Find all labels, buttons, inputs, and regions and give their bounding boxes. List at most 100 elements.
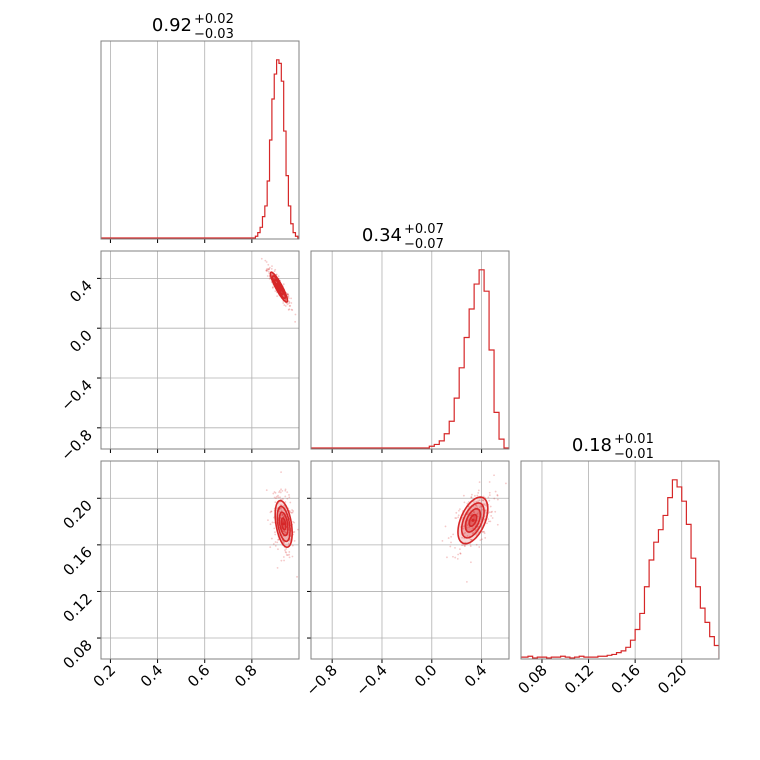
x-tick-label: −0.8 — [303, 661, 341, 699]
sample-point — [282, 283, 285, 286]
sample-point — [269, 523, 272, 526]
sample-point — [463, 545, 466, 547]
sample-point — [268, 268, 271, 270]
sample-point — [479, 505, 482, 507]
sample-point — [476, 506, 479, 509]
x-tick-label: 0.4 — [137, 661, 167, 691]
sample-point — [286, 497, 289, 500]
contour-center — [277, 285, 281, 289]
sample-point — [457, 516, 460, 519]
sample-point — [291, 309, 294, 311]
sample-point — [472, 531, 474, 534]
sample-point — [475, 523, 477, 526]
x-tick-label: 0.20 — [654, 661, 690, 697]
sample-point — [488, 499, 491, 502]
sample-point — [287, 295, 290, 297]
sample-point — [280, 509, 283, 512]
sample-point — [486, 522, 488, 525]
sample-point — [267, 268, 270, 271]
sample-point — [494, 510, 497, 513]
sample-point — [291, 511, 294, 514]
sample-point — [482, 531, 484, 533]
sample-point — [488, 520, 490, 523]
sample-point — [450, 535, 453, 538]
sample-point — [454, 546, 456, 549]
sample-point — [288, 301, 291, 304]
sample-point — [289, 501, 292, 504]
sample-point — [483, 530, 486, 533]
sample-point — [482, 499, 485, 502]
sample-point — [288, 302, 291, 305]
sample-point — [274, 491, 277, 494]
sample-point — [474, 529, 477, 532]
sample-point — [270, 510, 273, 513]
sample-point — [466, 524, 469, 527]
sample-point — [293, 521, 296, 524]
sample-point — [476, 527, 479, 529]
sample-point — [276, 541, 279, 544]
sample-point — [287, 293, 289, 296]
contour-center — [282, 522, 286, 526]
sample-point — [469, 545, 472, 547]
panel-1-2 — [310, 460, 510, 660]
sample-point — [271, 265, 273, 268]
sample-point — [477, 531, 480, 534]
sample-point — [491, 517, 494, 519]
y-tick-label: 0.4 — [66, 276, 96, 306]
sample-point — [274, 533, 277, 536]
sample-point — [482, 499, 484, 502]
sample-point — [273, 521, 276, 524]
sample-point — [277, 496, 280, 499]
sample-point — [292, 510, 295, 512]
sample-point — [284, 305, 287, 307]
sample-point — [478, 546, 481, 548]
sample-point — [461, 544, 463, 547]
sample-point — [477, 489, 480, 492]
sample-point — [496, 523, 499, 526]
y-tick-label: −0.8 — [57, 426, 95, 464]
sample-point — [292, 520, 294, 523]
sample-point — [483, 532, 486, 535]
sample-point — [280, 488, 282, 491]
sample-point — [278, 489, 281, 492]
sample-point — [274, 541, 277, 543]
sample-point — [470, 496, 473, 499]
sample-point — [293, 540, 296, 542]
sample-point — [282, 514, 284, 517]
sample-point — [472, 515, 475, 518]
x-tick-label: 0.08 — [514, 661, 550, 697]
sample-point — [488, 511, 491, 514]
sample-point — [275, 495, 278, 498]
sample-point — [271, 273, 273, 276]
sample-point — [488, 491, 491, 494]
y-tick-label: 0.08 — [59, 636, 95, 672]
sample-point — [466, 502, 469, 505]
panel-title-value: 0.34 — [362, 225, 402, 246]
sample-point — [276, 566, 279, 569]
sample-point — [275, 497, 277, 500]
sample-point — [280, 559, 283, 562]
sample-point — [485, 510, 487, 513]
panel-diag-0 — [100, 40, 300, 240]
sample-point — [282, 541, 285, 543]
sample-point — [283, 530, 285, 533]
sample-point — [458, 548, 461, 551]
sample-point — [283, 559, 285, 562]
sample-point — [288, 496, 291, 499]
sample-point — [268, 266, 271, 269]
x-tick-label: 0.4 — [461, 661, 491, 691]
sample-point — [449, 545, 452, 548]
sample-point — [267, 519, 269, 521]
sample-point — [266, 267, 269, 270]
sample-point — [462, 543, 464, 546]
y-tick-label: 0.0 — [66, 326, 96, 356]
sample-point — [270, 267, 273, 270]
sample-point — [283, 542, 286, 544]
sample-point — [267, 263, 270, 266]
sample-point — [456, 557, 459, 560]
sample-point — [469, 521, 472, 524]
sample-point — [289, 539, 291, 542]
sample-point — [484, 509, 487, 512]
x-tick-label: 0.0 — [411, 661, 441, 691]
